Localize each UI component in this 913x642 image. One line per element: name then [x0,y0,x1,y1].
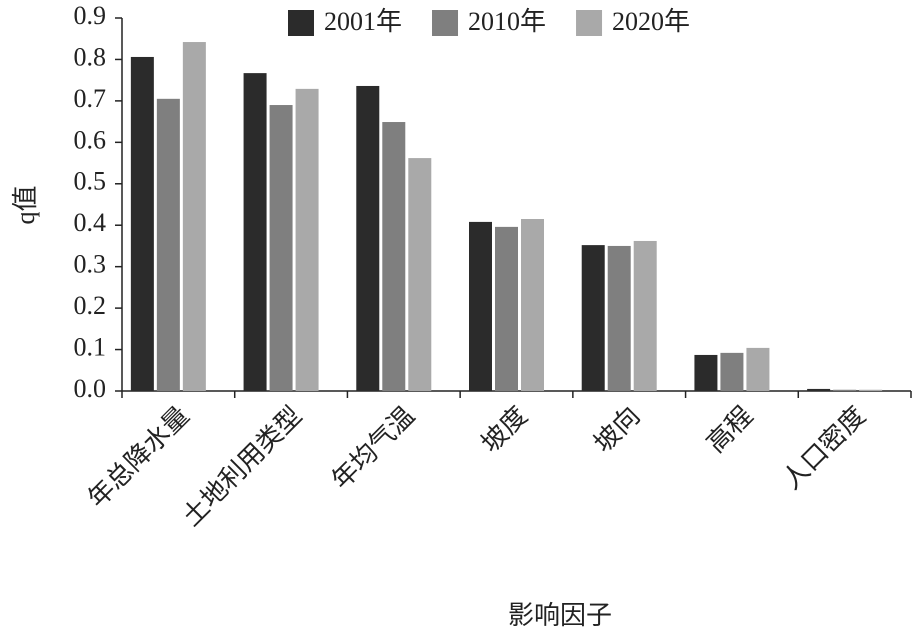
legend-swatch [576,10,603,36]
y-tick-label: 0.4 [74,208,107,237]
bar [295,88,319,392]
bar [746,347,770,391]
x-tick-label: 年总降水量 [82,401,194,513]
y-tick-label: 0.7 [74,84,107,113]
x-tick-label: 土地利用类型 [177,401,308,532]
bar [607,245,631,391]
bar [382,122,406,391]
x-tick-label: 人口密度 [777,401,871,495]
legend-label: 2010年 [468,7,546,36]
bar [720,352,744,391]
y-tick-label: 0.0 [74,374,107,403]
bar [156,98,180,392]
legend-label: 2020年 [612,7,690,36]
bar [521,219,544,391]
y-tick-label: 0.2 [74,291,107,320]
legend-swatch [288,10,314,36]
x-tick-label: 高程 [701,401,758,458]
bar [495,226,518,391]
bar [269,105,293,392]
legend-swatch [432,10,459,36]
y-tick-label: 0.9 [74,1,107,30]
bar [833,389,857,391]
y-tick-label: 0.6 [74,125,107,154]
bar [694,354,718,391]
bar [859,389,883,391]
y-tick-label: 0.3 [74,250,107,279]
x-axis-label: 影响因子 [508,601,612,630]
y-tick-label: 0.5 [74,167,107,196]
bar [633,240,657,391]
x-tick-label: 年均气温 [326,401,420,495]
bar [469,221,492,391]
bar [807,388,831,391]
y-tick-label: 0.8 [74,42,107,71]
x-tick-label: 坡度 [476,401,533,458]
bar [356,85,380,392]
y-tick-label: 0.1 [74,333,107,362]
x-tick-label: 坡向 [588,401,645,458]
legend-label: 2001年 [324,7,402,36]
bar [182,42,206,391]
y-axis-label: q值 [11,185,40,224]
bar [130,56,154,392]
bar [581,245,605,391]
bar [243,73,267,392]
bar [408,158,432,391]
